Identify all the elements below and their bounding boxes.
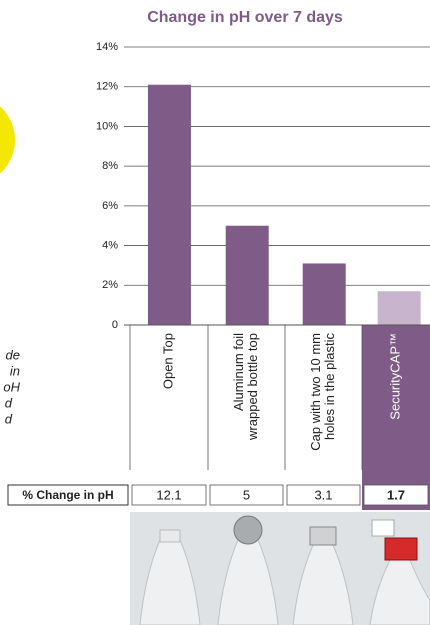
table-value: 1.7 (387, 487, 405, 502)
chart-title: Change in pH over 7 days (147, 9, 343, 26)
bottle-photos (130, 512, 430, 625)
side-note: d (5, 411, 13, 426)
x-tick-label: Aluminum foil (231, 333, 246, 411)
y-tick-label: 12% (96, 81, 118, 93)
y-tick-label: 4% (102, 239, 118, 251)
x-tick-label: wrapped bottle top (245, 333, 260, 441)
x-tick-label: SecurityCAP™ (387, 333, 402, 420)
x-tick-label: Cap with two 10 mm (308, 333, 323, 451)
x-tick-label: Open Top (160, 333, 175, 389)
y-tick-label: 14% (96, 41, 118, 53)
bar (378, 291, 421, 325)
bar (303, 263, 346, 325)
side-note: in (10, 363, 20, 378)
side-note: oH (3, 379, 20, 394)
y-tick-label: 8% (102, 160, 118, 172)
y-tick-label: 0 (112, 319, 118, 331)
table-value: 3.1 (314, 487, 332, 502)
x-tick-label: holes in the plastic (322, 333, 337, 440)
side-note: de (6, 347, 20, 362)
y-tick-label: 10% (96, 120, 118, 132)
category-label: Open Top (160, 333, 175, 389)
y-tick-label: 6% (102, 200, 118, 212)
side-note: d (5, 395, 13, 410)
decor-circle (0, 95, 15, 185)
chart: Change in pH over 7 days 0 2% 4% 6% 8% 10% 12%… (0, 0, 430, 625)
bar (148, 85, 191, 325)
table-value: 12.1 (156, 487, 181, 502)
category-label: SecurityCAP™ (387, 333, 402, 420)
y-tick-label: 2% (102, 279, 118, 291)
table-label: % Change in pH (22, 488, 113, 502)
table-value: 5 (243, 487, 250, 502)
bar (226, 226, 269, 325)
